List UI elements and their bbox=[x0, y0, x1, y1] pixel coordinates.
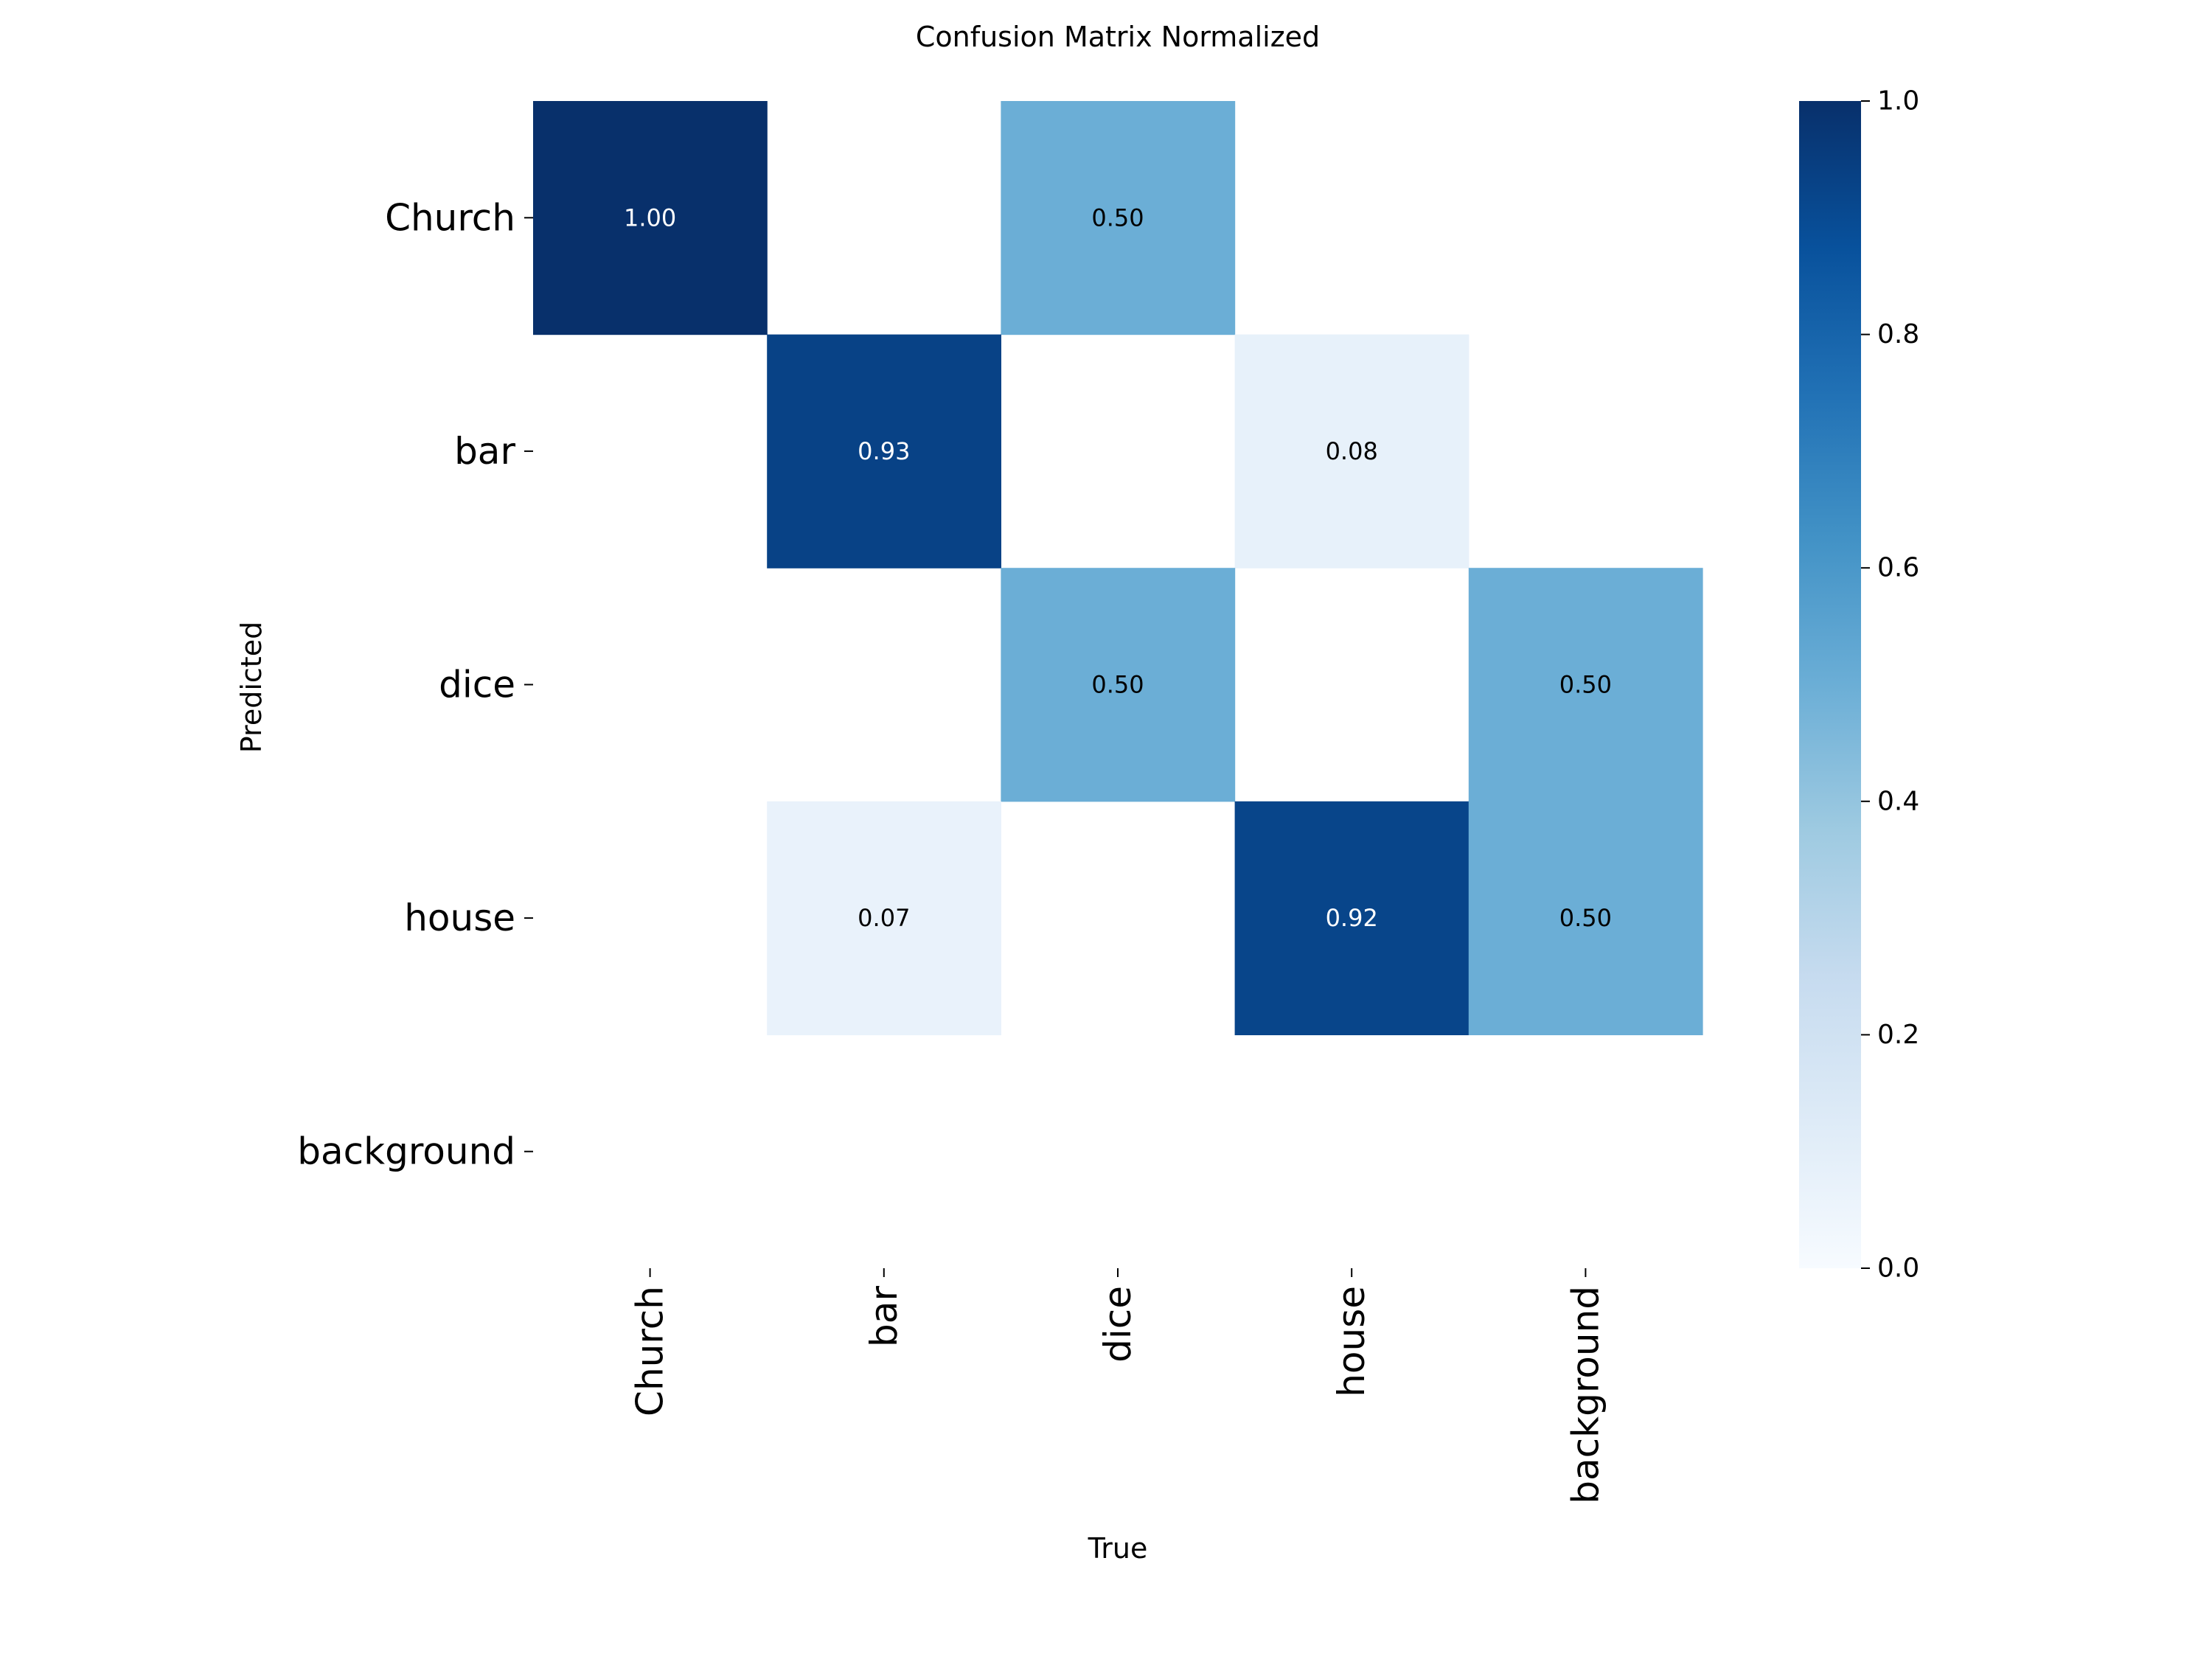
y-axis-label: Predicted bbox=[235, 622, 268, 753]
y-tick-label: house bbox=[404, 897, 515, 939]
colorbar-tick-label: 0.8 bbox=[1877, 319, 1919, 349]
x-tick-label: background bbox=[1564, 1286, 1607, 1504]
cell-value-label: 0.92 bbox=[1326, 904, 1378, 932]
y-tick-label: dice bbox=[439, 664, 515, 706]
heatmap-cell bbox=[767, 334, 1001, 568]
heatmap-cells bbox=[533, 101, 1703, 1035]
colorbar-tick-label: 0.6 bbox=[1877, 553, 1919, 583]
heatmap-cell bbox=[1234, 801, 1470, 1035]
cell-value-label: 0.08 bbox=[1326, 437, 1378, 465]
x-tick-label: bar bbox=[863, 1286, 905, 1347]
heatmap-cell bbox=[1234, 334, 1470, 568]
cell-value-label: 0.50 bbox=[1559, 671, 1612, 699]
cell-value-label: 0.50 bbox=[1559, 904, 1612, 932]
cell-value-label: 0.07 bbox=[858, 904, 910, 932]
y-tick-label: Church bbox=[385, 196, 515, 239]
y-tick-label: bar bbox=[454, 430, 515, 473]
colorbar-tick-label: 0.2 bbox=[1877, 1020, 1919, 1050]
heatmap-cell bbox=[1468, 568, 1703, 802]
x-axis-label: True bbox=[1088, 1532, 1148, 1565]
colorbar-tick-label: 0.4 bbox=[1877, 786, 1919, 816]
cell-value-label: 0.93 bbox=[858, 437, 910, 465]
colorbar bbox=[1799, 101, 1861, 1268]
chart-title: Confusion Matrix Normalized bbox=[916, 21, 1320, 53]
x-tick-label: Church bbox=[629, 1286, 672, 1416]
x-axis-ticks: Church bar dice house background bbox=[629, 1268, 1607, 1504]
y-tick-label: background bbox=[297, 1130, 515, 1173]
heatmap-cell bbox=[1001, 568, 1236, 802]
colorbar-tick-label: 1.0 bbox=[1877, 86, 1919, 116]
x-tick-label: house bbox=[1330, 1286, 1373, 1397]
heatmap-cell bbox=[767, 801, 1001, 1035]
cell-value-label: 1.00 bbox=[624, 204, 676, 232]
y-axis-ticks: Church bar dice house background bbox=[297, 196, 533, 1173]
x-tick-label: dice bbox=[1096, 1286, 1139, 1363]
cell-value-label: 0.50 bbox=[1091, 204, 1144, 232]
heatmap-cell bbox=[1001, 101, 1236, 335]
colorbar-ticks: 0.0 0.2 0.4 0.6 0.8 1.0 bbox=[1861, 86, 1919, 1284]
heatmap-cell-labels: 1.00 0.50 0.93 0.08 0.50 0.50 0.07 0.92 0.50 bbox=[624, 204, 1612, 932]
heatmap-cell bbox=[533, 101, 768, 335]
heatmap-cell bbox=[1468, 801, 1703, 1035]
colorbar-tick-label: 0.0 bbox=[1877, 1253, 1919, 1284]
cell-value-label: 0.50 bbox=[1091, 671, 1144, 699]
